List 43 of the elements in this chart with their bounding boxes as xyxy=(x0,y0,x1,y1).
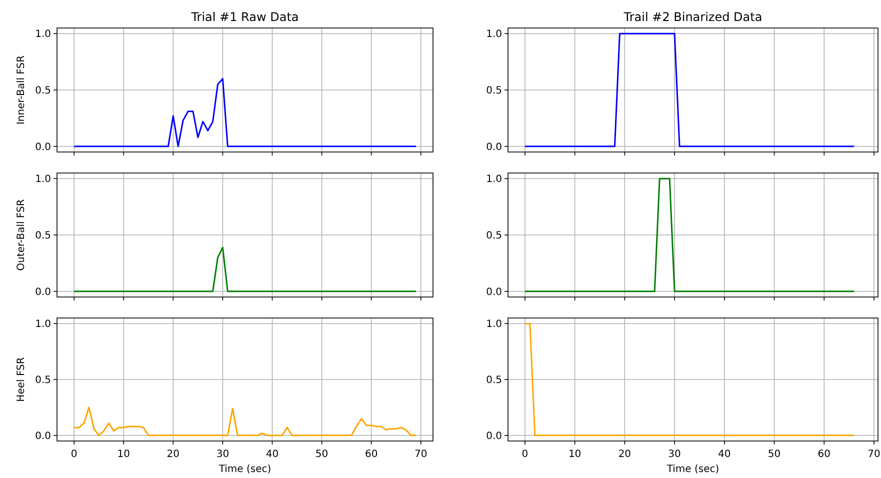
y-axis-title: Heel FSR xyxy=(16,357,27,402)
x-tick-label: 10 xyxy=(568,449,582,460)
y-axis-title: Inner-Ball FSR xyxy=(16,55,27,125)
y-tick-label: 0.0 xyxy=(486,142,502,153)
y-tick-label: 0.0 xyxy=(486,430,502,442)
y-tick-label: 1.0 xyxy=(35,174,51,186)
y-tick-label: 0.5 xyxy=(35,230,51,242)
y-tick-label: 0.0 xyxy=(35,286,51,298)
y-tick-label: 0.5 xyxy=(486,230,502,242)
x-tick-label: 20 xyxy=(166,449,180,460)
chart-title: Trail #2 Binarized Data xyxy=(622,10,762,24)
y-tick-label: 0.5 xyxy=(35,86,51,96)
x-tick-label: 70 xyxy=(868,449,880,460)
y-tick-label: 1.0 xyxy=(486,174,502,186)
y-tick-label: 0.0 xyxy=(486,286,502,298)
x-tick-label: 40 xyxy=(718,449,731,460)
x-tick-label: 60 xyxy=(818,449,831,460)
y-tick-label: 1.0 xyxy=(35,29,51,40)
x-tick-label: 10 xyxy=(117,449,130,460)
x-tick-label: 0 xyxy=(70,449,78,460)
x-tick-label: 60 xyxy=(364,449,378,460)
x-tick-label: 70 xyxy=(414,449,428,460)
y-tick-label: 0.5 xyxy=(35,375,51,386)
chart-title: Trial #1 Raw Data xyxy=(190,10,299,24)
y-tick-label: 0.0 xyxy=(35,430,51,442)
x-tick-label: 20 xyxy=(618,449,632,460)
x-tick-label: 30 xyxy=(668,449,681,460)
y-tick-label: 0.5 xyxy=(486,86,502,96)
y-tick-label: 0.5 xyxy=(486,375,502,386)
y-tick-label: 1.0 xyxy=(35,319,51,330)
x-tick-label: 50 xyxy=(315,449,328,460)
line-series xyxy=(73,78,417,148)
y-tick-label: 1.0 xyxy=(486,29,502,40)
line-series xyxy=(73,406,417,436)
x-tick-label: 30 xyxy=(216,449,230,460)
y-tick-label: 1.0 xyxy=(486,319,502,330)
y-axis-title: Outer-Ball FSR xyxy=(16,199,27,271)
y-tick-label: 0.0 xyxy=(35,142,51,153)
x-tick-label: 50 xyxy=(768,449,781,460)
x-tick-label: 40 xyxy=(266,449,279,460)
x-axis-title: Time (sec) xyxy=(666,464,720,475)
x-axis-title: Time (sec) xyxy=(218,464,272,475)
x-tick-label: 0 xyxy=(522,449,528,460)
